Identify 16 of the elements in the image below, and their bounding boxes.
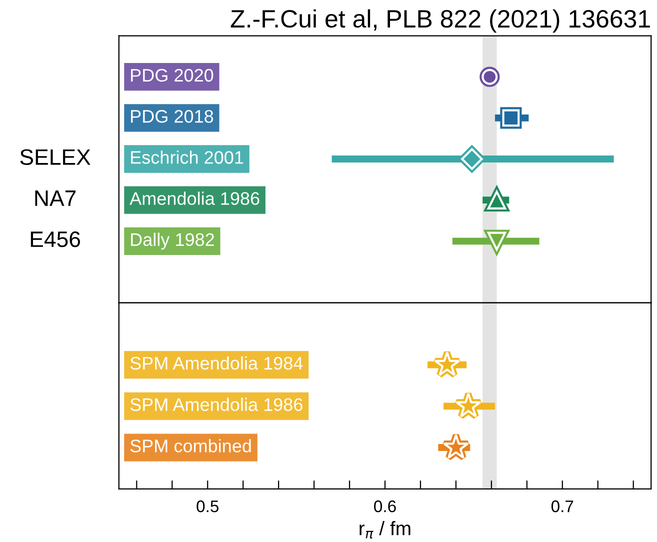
chart-title: Z.-F.Cui et al, PLB 822 (2021) 136631 bbox=[230, 9, 650, 33]
category-label: Eschrich 2001 bbox=[131, 150, 244, 164]
category-label: PDG 2020 bbox=[131, 68, 214, 82]
category-label: SPM Amendolia 1986 bbox=[130, 398, 302, 412]
x-tick-label: 0.6 bbox=[374, 500, 396, 512]
x-tick-label: 0.7 bbox=[551, 500, 574, 512]
category-label: Amendolia 1986 bbox=[130, 192, 260, 205]
text: NA7 bbox=[35, 190, 76, 206]
category-label: SPM combined bbox=[130, 439, 251, 452]
category-label: Dally 1982 bbox=[131, 232, 214, 250]
category-label: PDG 2018 bbox=[131, 110, 214, 123]
text: E456 bbox=[30, 231, 80, 248]
category-label: SPM Amendolia 1984 bbox=[130, 356, 303, 370]
x-axis-title: r$_{π}$ / fm bbox=[360, 520, 410, 539]
text: SELEX bbox=[20, 149, 90, 165]
x-tick-label: 0.5 bbox=[196, 500, 218, 512]
